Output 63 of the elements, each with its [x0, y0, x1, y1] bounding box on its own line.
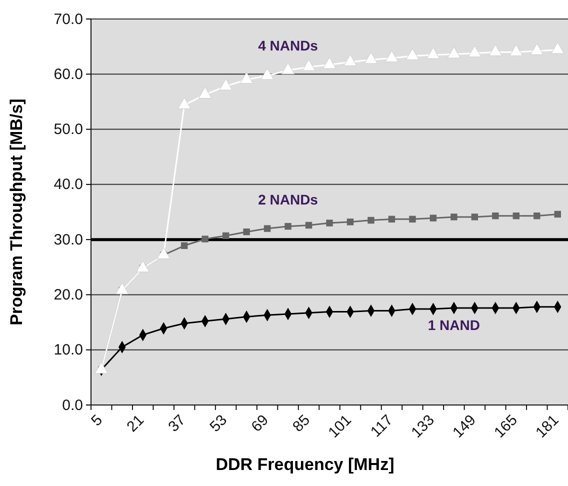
- x-tick-label: 85: [290, 412, 314, 436]
- point: [554, 210, 561, 218]
- point: [488, 44, 502, 56]
- x-tick-label: 181: [532, 412, 562, 442]
- point: [322, 57, 336, 69]
- point: [468, 46, 482, 58]
- point: [388, 216, 396, 223]
- x-tick-label: 37: [165, 412, 189, 436]
- point: [409, 216, 416, 223]
- point: [534, 212, 540, 220]
- x-tick-label: 101: [325, 412, 355, 442]
- point: [178, 97, 191, 109]
- y-tick-label: 70.0: [54, 10, 83, 28]
- x-tick-label: 165: [491, 412, 521, 442]
- point: [512, 212, 520, 220]
- x-tick-label: 149: [450, 412, 480, 442]
- x-tick-label: 21: [124, 412, 148, 436]
- x-tick-label: 69: [248, 412, 272, 436]
- point: [202, 236, 208, 242]
- point: [368, 216, 374, 224]
- point: [284, 222, 292, 230]
- y-tick-label: 50.0: [54, 121, 83, 138]
- y-tick-label: 60.0: [54, 66, 83, 83]
- point: [346, 218, 354, 226]
- series-label: 2 NANDs: [258, 191, 318, 208]
- point: [305, 222, 312, 229]
- point: [492, 212, 499, 220]
- x-axis-title: DDR Frequency [MHz]: [216, 455, 394, 474]
- point: [302, 59, 316, 71]
- point: [222, 232, 230, 240]
- y-tick-label: 20.0: [54, 286, 83, 304]
- point: [530, 43, 544, 55]
- point: [240, 72, 254, 84]
- point: [447, 46, 461, 58]
- y-tick-label: 30.0: [54, 231, 83, 248]
- point: [243, 228, 250, 236]
- series-label: 4 NANDs: [258, 37, 318, 54]
- point: [406, 48, 420, 60]
- x-tick-label: 53: [206, 412, 230, 436]
- point: [260, 68, 274, 80]
- x-tick-label: 117: [367, 412, 396, 441]
- point: [551, 42, 564, 54]
- point: [281, 62, 295, 74]
- point: [326, 220, 333, 226]
- point: [471, 214, 478, 220]
- point: [450, 214, 458, 220]
- x-tick-label: 5: [88, 412, 106, 430]
- point: [219, 78, 232, 90]
- y-tick-label: 10.0: [54, 342, 83, 359]
- point: [510, 44, 523, 56]
- point: [430, 214, 437, 222]
- y-tick-label: 40.0: [54, 176, 83, 194]
- point: [180, 242, 188, 249]
- point: [264, 225, 271, 232]
- x-tick-label: 133: [408, 412, 438, 442]
- point: [198, 86, 212, 98]
- y-tick-label: 0.0: [62, 396, 83, 414]
- point: [385, 50, 398, 62]
- point: [364, 52, 378, 64]
- point: [344, 54, 357, 66]
- y-axis-title: Program Throughput [MB/s]: [7, 98, 26, 326]
- point: [426, 47, 440, 59]
- series-label: 1 NAND: [428, 316, 480, 333]
